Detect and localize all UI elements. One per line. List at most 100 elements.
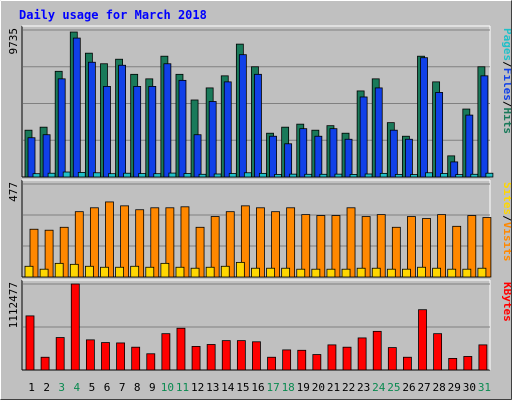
y-axis-label: Sites/Visits — [501, 182, 512, 262]
y-axis-label-part: Pages — [501, 28, 512, 61]
bar-visits-day-16 — [256, 207, 265, 278]
bar-visits-day-27 — [422, 218, 431, 278]
bar-pages-day-31 — [485, 172, 494, 178]
bar-sites-day-13 — [205, 266, 215, 278]
y-axis-label-part: Sites — [501, 182, 512, 215]
bar-files-day-13 — [208, 101, 217, 178]
bar-pages-day-10 — [168, 172, 177, 178]
x-tick-label-day-12: 12 — [191, 381, 204, 394]
bar-sites-day-17 — [266, 267, 275, 278]
y-tick-label: 477 — [7, 182, 20, 202]
bar-kbytes-day-7 — [116, 342, 125, 371]
y-axis-label-part: Hits — [501, 108, 512, 135]
bar-files-day-16 — [254, 73, 262, 178]
bar-visits-day-1 — [29, 228, 39, 278]
bar-files-day-26 — [405, 138, 413, 178]
bar-kbytes-day-13 — [206, 344, 216, 371]
bar-sites-day-16 — [251, 267, 260, 278]
bar-pages-day-26 — [410, 174, 418, 178]
bar-pages-day-8 — [138, 173, 147, 178]
bar-visits-day-13 — [210, 216, 220, 278]
y-axis-label: KBytes — [501, 282, 512, 322]
bar-files-day-10 — [163, 63, 172, 178]
bar-pages-day-20 — [319, 173, 328, 178]
bar-kbytes-day-30 — [463, 356, 473, 371]
bar-kbytes-day-8 — [131, 346, 141, 371]
bar-sites-day-8 — [130, 265, 140, 278]
bar-files-day-21 — [329, 128, 338, 178]
bar-visits-day-22 — [346, 207, 356, 278]
bar-pages-day-29 — [455, 174, 464, 178]
bar-pages-day-21 — [334, 173, 343, 178]
bar-pages-day-5 — [92, 172, 101, 178]
bar-sites-day-28 — [432, 267, 442, 278]
x-tick-label-day-10: 10 — [161, 381, 174, 394]
y-axis-label: Pages/Files/Hits — [501, 28, 512, 134]
x-tick-label-day-2: 2 — [43, 381, 50, 394]
x-tick-label-day-30: 30 — [463, 381, 476, 394]
bar-sites-day-9 — [145, 266, 155, 278]
bar-pages-day-18 — [289, 173, 298, 178]
bar-visits-day-17 — [271, 211, 280, 278]
bar-pages-day-24 — [379, 172, 388, 178]
bar-sites-day-26 — [402, 268, 411, 278]
bar-pages-day-17 — [274, 174, 282, 178]
bar-kbytes-day-20 — [312, 354, 322, 371]
y-axis-label-part: / — [501, 61, 512, 68]
bar-files-day-2 — [42, 134, 51, 178]
x-tick-label-day-29: 29 — [448, 381, 461, 394]
bar-pages-day-16 — [259, 172, 267, 178]
bar-visits-day-25 — [391, 226, 401, 278]
bar-files-day-1 — [27, 137, 36, 178]
bar-pages-day-6 — [108, 173, 116, 178]
bar-files-day-8 — [133, 85, 142, 178]
bar-pages-day-30 — [470, 173, 479, 178]
bar-kbytes-day-2 — [40, 356, 50, 371]
bar-sites-day-18 — [281, 267, 291, 278]
bar-visits-day-12 — [195, 226, 205, 278]
bar-kbytes-day-28 — [433, 333, 443, 371]
bar-files-day-3 — [57, 78, 66, 178]
bar-pages-day-4 — [77, 172, 86, 178]
x-tick-label-day-23: 23 — [357, 381, 370, 394]
bar-pages-day-27 — [425, 172, 433, 178]
bar-sites-day-10 — [160, 262, 170, 278]
bar-visits-day-5 — [89, 207, 99, 278]
bar-files-day-24 — [374, 87, 383, 178]
bar-sites-day-27 — [417, 266, 426, 278]
bar-kbytes-day-10 — [161, 333, 171, 371]
bar-visits-day-19 — [301, 214, 311, 278]
bar-files-day-18 — [284, 143, 293, 178]
bar-files-day-6 — [103, 85, 111, 178]
bar-files-day-29 — [450, 161, 459, 178]
x-tick-label-day-11: 11 — [176, 381, 189, 394]
x-tick-label-day-5: 5 — [89, 381, 96, 394]
bar-kbytes-day-24 — [372, 330, 382, 371]
bar-sites-day-21 — [326, 268, 336, 278]
bar-pages-day-14 — [228, 173, 237, 178]
bar-sites-day-4 — [69, 263, 79, 278]
bar-kbytes-day-27 — [418, 309, 427, 371]
bar-files-day-20 — [314, 135, 323, 178]
bar-files-day-14 — [223, 81, 232, 178]
x-tick-label-day-28: 28 — [433, 381, 446, 394]
bar-files-day-19 — [299, 128, 308, 178]
bar-visits-day-29 — [452, 225, 462, 278]
x-tick-label-day-18: 18 — [282, 381, 295, 394]
bar-sites-day-19 — [296, 268, 306, 278]
bar-pages-day-1 — [32, 173, 41, 178]
y-axis-label-part: / — [501, 215, 512, 222]
bar-kbytes-day-14 — [221, 340, 231, 371]
bar-kbytes-day-21 — [327, 344, 337, 371]
x-tick-label-day-31: 31 — [478, 381, 491, 394]
x-tick-label-day-8: 8 — [134, 381, 141, 394]
bar-sites-day-14 — [220, 265, 230, 278]
x-tick-label-day-25: 25 — [387, 381, 400, 394]
bar-files-day-31 — [480, 75, 489, 178]
x-tick-label-day-27: 27 — [417, 381, 430, 394]
bar-sites-day-7 — [115, 266, 124, 278]
chart-title: Daily usage for March 2018 — [19, 8, 207, 22]
y-axis-label-part: / — [501, 101, 512, 108]
x-tick-label-day-14: 14 — [221, 381, 235, 394]
